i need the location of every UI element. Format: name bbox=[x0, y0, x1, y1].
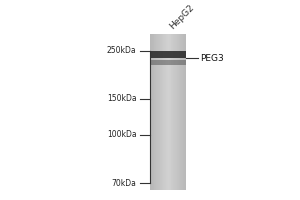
Bar bbox=[155, 34, 156, 190]
Bar bbox=[176, 34, 177, 190]
Bar bbox=[178, 34, 179, 190]
Bar bbox=[164, 34, 165, 190]
Text: 100kDa: 100kDa bbox=[107, 130, 136, 139]
Bar bbox=[169, 34, 170, 190]
Bar bbox=[169, 34, 170, 190]
Bar bbox=[161, 34, 162, 190]
Bar bbox=[173, 34, 174, 190]
Bar bbox=[175, 34, 176, 190]
Bar bbox=[156, 34, 157, 190]
Bar bbox=[163, 34, 164, 190]
Text: 250kDa: 250kDa bbox=[107, 46, 136, 55]
Bar bbox=[170, 34, 171, 190]
Bar bbox=[184, 34, 185, 190]
Text: 150kDa: 150kDa bbox=[107, 94, 136, 103]
Bar bbox=[152, 34, 153, 190]
Bar bbox=[171, 34, 172, 190]
Bar bbox=[158, 34, 159, 190]
Bar bbox=[181, 34, 182, 190]
Bar bbox=[183, 34, 184, 190]
Bar bbox=[182, 34, 183, 190]
Bar bbox=[172, 34, 173, 190]
Bar bbox=[167, 34, 168, 190]
Bar bbox=[153, 34, 154, 190]
Bar bbox=[157, 34, 158, 190]
Bar bbox=[150, 34, 151, 190]
Bar bbox=[168, 34, 169, 190]
Bar bbox=[162, 34, 163, 190]
Bar bbox=[174, 34, 175, 190]
Bar bbox=[166, 34, 167, 190]
FancyBboxPatch shape bbox=[150, 51, 186, 58]
Bar bbox=[165, 34, 166, 190]
Bar bbox=[185, 34, 186, 190]
Bar bbox=[151, 34, 152, 190]
Text: PEG3: PEG3 bbox=[200, 54, 224, 63]
Bar bbox=[150, 60, 186, 65]
Bar bbox=[177, 34, 178, 190]
Bar bbox=[154, 34, 155, 190]
Bar bbox=[179, 34, 180, 190]
Bar bbox=[160, 34, 161, 190]
Text: HepG2: HepG2 bbox=[167, 3, 196, 31]
Text: 70kDa: 70kDa bbox=[112, 179, 136, 188]
Bar bbox=[180, 34, 181, 190]
Bar bbox=[159, 34, 160, 190]
